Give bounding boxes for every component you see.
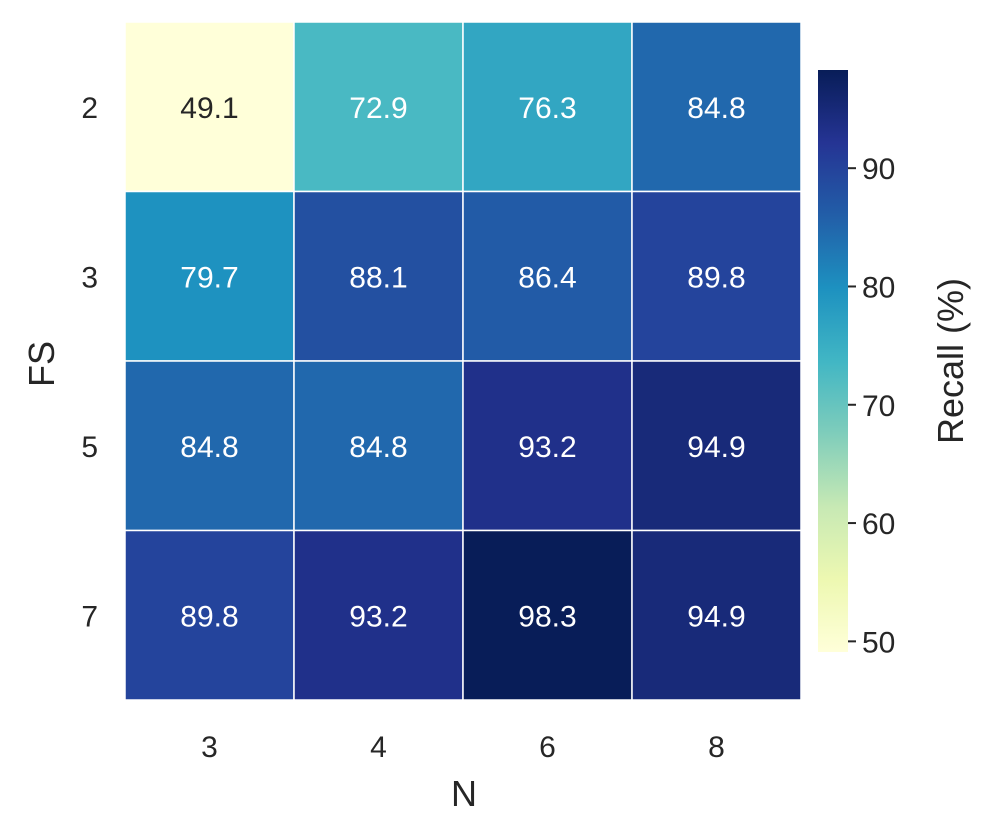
x-tick-label: 3 <box>201 731 218 764</box>
heatmap-cell-label: 84.8 <box>687 92 745 125</box>
heatmap-cell-label: 76.3 <box>518 92 576 125</box>
heatmap-cell-label: 88.1 <box>349 261 407 294</box>
colorbar: 50 60 70 80 90 Recall (%) <box>818 70 971 659</box>
heatmap-cell-label: 89.8 <box>687 261 745 294</box>
x-axis-ticks: 3 4 6 8 <box>201 731 725 764</box>
heatmap-cell <box>631 190 802 362</box>
x-tick-label: 4 <box>370 731 387 764</box>
heatmap-cell-label: 72.9 <box>349 92 407 125</box>
heatmap-cell <box>293 529 464 701</box>
colorbar-tick-label: 70 <box>862 390 895 423</box>
colorbar-tick-label: 80 <box>862 271 895 304</box>
colorbar-tick-label: 50 <box>862 626 895 659</box>
heatmap-cell <box>631 529 802 701</box>
y-tick-label: 2 <box>81 92 98 125</box>
heatmap-cell <box>124 190 295 362</box>
y-tick-label: 5 <box>81 431 98 464</box>
heatmap-cell-label: 94.9 <box>687 600 745 633</box>
y-tick-label: 3 <box>81 261 98 294</box>
heatmap-cell-label: 79.7 <box>180 261 238 294</box>
x-tick-label: 8 <box>708 731 725 764</box>
x-tick-label: 6 <box>539 731 556 764</box>
y-tick-label: 7 <box>81 600 98 633</box>
heatmap-cell-label: 84.8 <box>180 431 238 464</box>
y-axis-label: FS <box>21 341 62 387</box>
colorbar-label: Recall (%) <box>930 278 971 444</box>
y-axis-ticks: 2 3 5 7 <box>81 92 98 634</box>
heatmap-cell-label: 49.1 <box>180 92 238 125</box>
colorbar-tick-label: 60 <box>862 508 895 541</box>
heatmap-cell-label: 94.9 <box>687 431 745 464</box>
heatmap-cell-label: 98.3 <box>518 600 576 633</box>
heatmap-cell <box>124 529 295 701</box>
colorbar-tick-label: 90 <box>862 153 895 186</box>
heatmap-cell <box>124 21 295 193</box>
heatmap-grid: 49.1 72.9 76.3 84.8 79.7 88.1 86.4 89.8 84.8 84.8… <box>124 21 802 701</box>
heatmap-cell-label: 93.2 <box>518 431 576 464</box>
heatmap-cell-label: 93.2 <box>349 600 407 633</box>
heatmap-cell <box>462 21 633 193</box>
colorbar-ticks: 50 60 70 80 90 <box>848 153 895 659</box>
x-axis-label: N <box>451 773 477 814</box>
heatmap-cell <box>293 190 464 362</box>
heatmap-cell <box>462 529 633 701</box>
heatmap-cell <box>631 21 802 193</box>
heatmap-cell-label: 84.8 <box>349 431 407 464</box>
heatmap-cell <box>631 360 802 532</box>
heatmap-cell <box>293 360 464 532</box>
heatmap-cell-label: 89.8 <box>180 600 238 633</box>
heatmap-cell-label: 86.4 <box>518 261 576 294</box>
heatmap-cell <box>293 21 464 193</box>
colorbar-gradient <box>818 70 848 652</box>
